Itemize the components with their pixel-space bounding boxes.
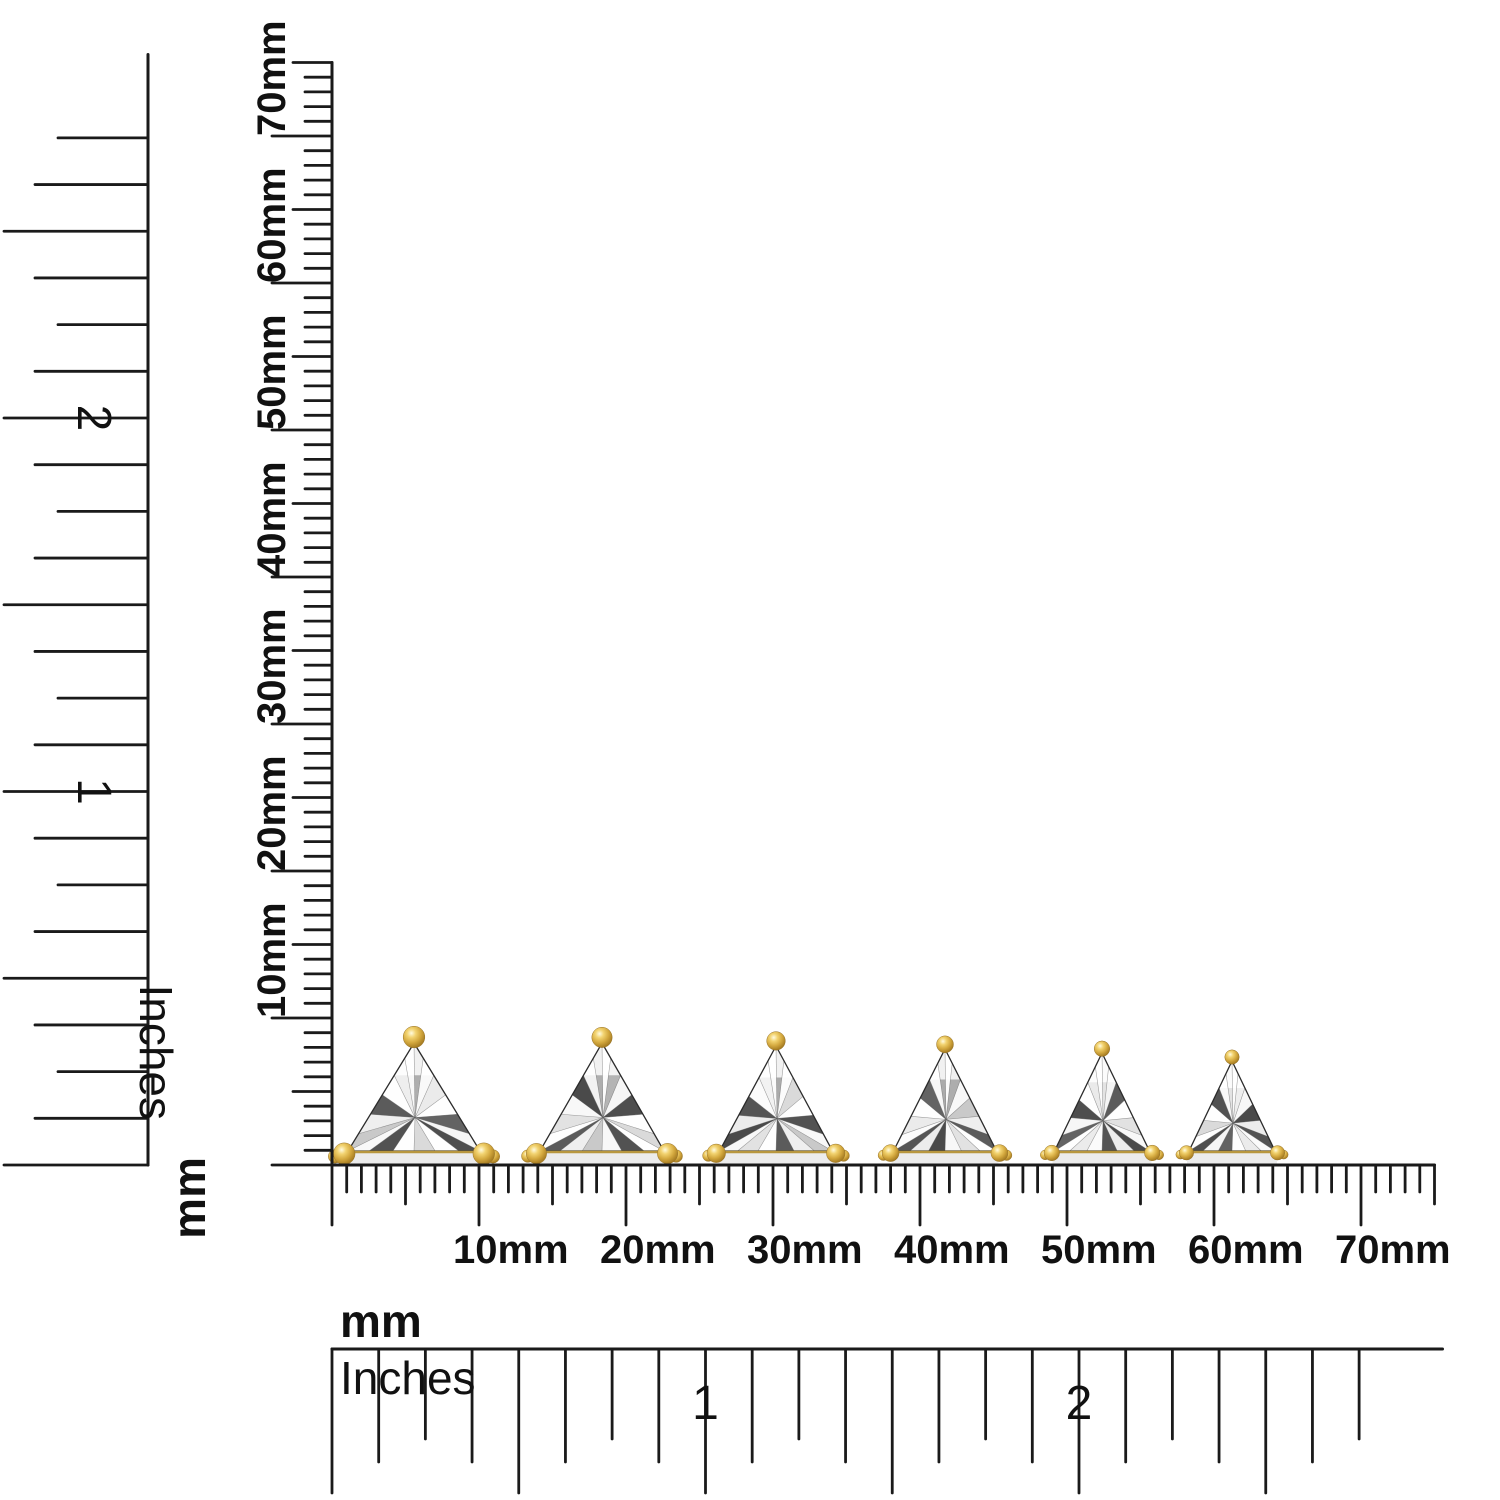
svg-text:2: 2 (1066, 1377, 1093, 1430)
svg-text:mm: mm (163, 1157, 215, 1239)
svg-text:20mm: 20mm (250, 755, 294, 871)
svg-text:Inches: Inches (130, 984, 182, 1120)
svg-text:50mm: 50mm (250, 314, 294, 430)
svg-text:10mm: 10mm (453, 1228, 569, 1272)
svg-text:40mm: 40mm (250, 461, 294, 577)
svg-text:1: 1 (67, 778, 120, 805)
svg-text:mm: mm (340, 1295, 422, 1347)
svg-text:60mm: 60mm (1188, 1228, 1304, 1272)
svg-text:10mm: 10mm (250, 902, 294, 1018)
svg-text:40mm: 40mm (894, 1228, 1010, 1272)
svg-text:60mm: 60mm (250, 167, 294, 283)
svg-text:30mm: 30mm (747, 1228, 863, 1272)
svg-text:70mm: 70mm (1335, 1228, 1451, 1272)
svg-text:1: 1 (692, 1377, 719, 1430)
svg-text:70mm: 70mm (250, 20, 294, 136)
svg-text:Inches: Inches (340, 1352, 476, 1404)
svg-text:20mm: 20mm (600, 1228, 716, 1272)
svg-text:2: 2 (67, 405, 120, 432)
svg-text:30mm: 30mm (250, 608, 294, 724)
svg-text:50mm: 50mm (1041, 1228, 1157, 1272)
